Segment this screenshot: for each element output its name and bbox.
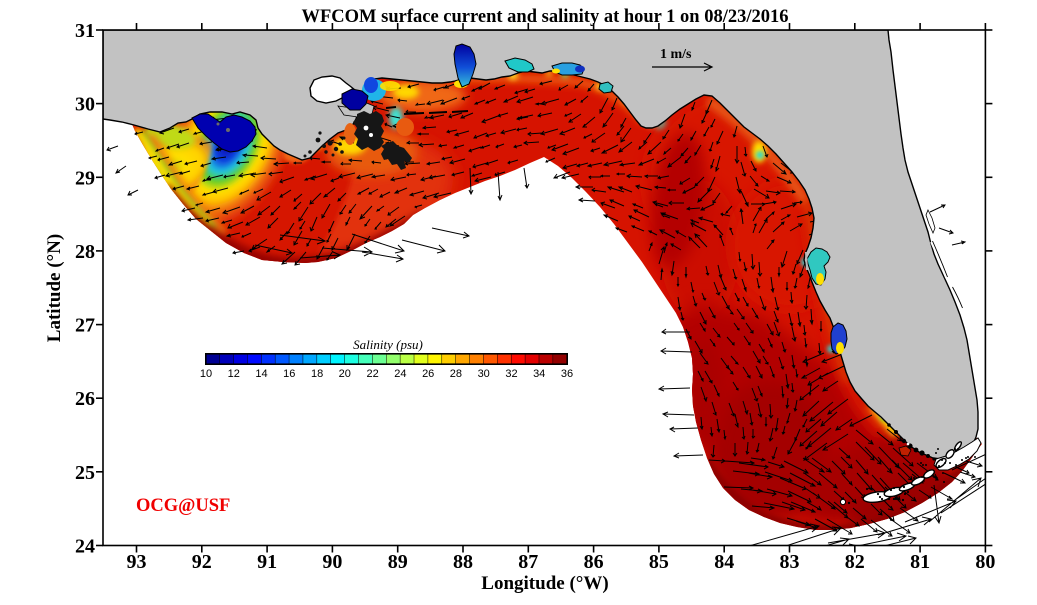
svg-text:85: 85 <box>649 551 669 573</box>
svg-text:10: 10 <box>200 368 212 380</box>
svg-text:87: 87 <box>518 551 538 573</box>
svg-text:88: 88 <box>453 551 473 573</box>
svg-text:18: 18 <box>311 368 323 380</box>
svg-text:24: 24 <box>394 368 406 380</box>
svg-text:36: 36 <box>561 368 573 380</box>
svg-text:92: 92 <box>192 551 212 573</box>
svg-text:22: 22 <box>366 368 378 380</box>
svg-text:20: 20 <box>339 368 351 380</box>
svg-text:31: 31 <box>75 20 95 42</box>
svg-text:30: 30 <box>75 94 95 116</box>
svg-text:29: 29 <box>75 167 95 189</box>
svg-text:86: 86 <box>584 551 604 573</box>
svg-text:24: 24 <box>75 536 95 558</box>
svg-text:1 m/s: 1 m/s <box>660 47 692 62</box>
svg-text:26: 26 <box>422 368 434 380</box>
svg-text:12: 12 <box>228 368 240 380</box>
svg-text:28: 28 <box>75 241 95 263</box>
svg-text:14: 14 <box>255 368 267 380</box>
svg-text:26: 26 <box>75 388 95 410</box>
svg-text:Salinity (psu): Salinity (psu) <box>353 337 423 352</box>
svg-text:28: 28 <box>450 368 462 380</box>
svg-text:81: 81 <box>910 551 930 573</box>
svg-text:WFCOM surface current and sali: WFCOM surface current and salinity at ho… <box>302 7 789 27</box>
svg-text:30: 30 <box>478 368 490 380</box>
svg-text:Longitude (°W): Longitude (°W) <box>481 573 608 594</box>
svg-text:84: 84 <box>714 551 734 573</box>
svg-text:83: 83 <box>780 551 800 573</box>
svg-text:82: 82 <box>845 551 865 573</box>
svg-text:34: 34 <box>533 368 545 380</box>
svg-text:27: 27 <box>75 315 95 337</box>
svg-text:25: 25 <box>75 462 95 484</box>
svg-text:91: 91 <box>257 551 277 573</box>
svg-text:89: 89 <box>388 551 408 573</box>
svg-text:90: 90 <box>322 551 342 573</box>
svg-text:16: 16 <box>283 368 295 380</box>
svg-text:93: 93 <box>127 551 147 573</box>
svg-text:32: 32 <box>505 368 517 380</box>
svg-text:Latitude (°N): Latitude (°N) <box>44 234 65 342</box>
svg-text:80: 80 <box>975 551 995 573</box>
svg-text:OCG@USF: OCG@USF <box>136 496 230 516</box>
